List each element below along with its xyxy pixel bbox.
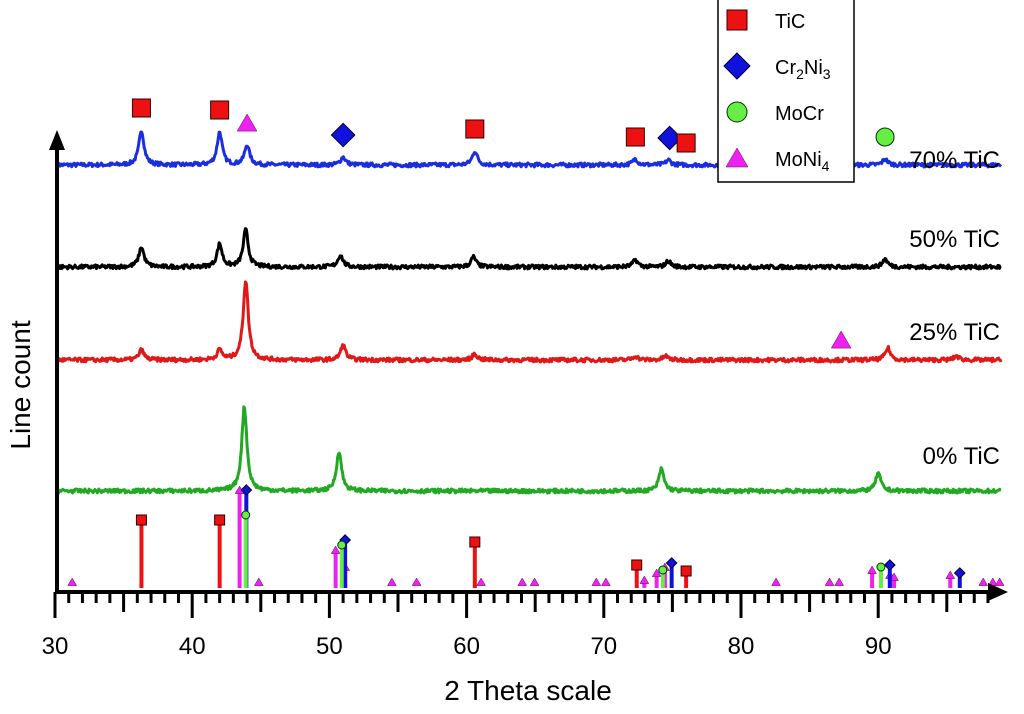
moni4-marker	[411, 577, 422, 586]
moni4-marker	[994, 577, 1005, 586]
pattern-70tic	[56, 130, 1003, 169]
moni4-marker	[824, 577, 835, 586]
x-tick-label: 60	[453, 633, 480, 660]
x-tick-label: 50	[316, 633, 343, 660]
mocr-marker	[337, 540, 347, 550]
tic-marker	[131, 98, 151, 118]
x-tick-label: 70	[590, 633, 617, 660]
moni4-marker	[978, 577, 989, 586]
series-label: 70% TiC	[909, 147, 1000, 174]
cr2ni3-marker	[723, 52, 751, 80]
moni4-marker	[830, 330, 852, 349]
tic-marker	[680, 565, 692, 577]
mocr-marker	[876, 562, 886, 572]
tic-marker	[465, 119, 485, 139]
cr2ni3-marker	[665, 557, 678, 569]
tic-marker	[676, 133, 696, 153]
moni4-marker	[889, 572, 899, 581]
legend-label: Cr2Ni3	[775, 57, 831, 82]
moni4-marker	[867, 565, 877, 574]
pattern-50tic	[57, 227, 1002, 271]
tic-marker	[135, 514, 147, 526]
moni4-marker	[330, 545, 341, 554]
y-axis-label: Line count	[5, 320, 36, 449]
moni4-marker	[834, 577, 844, 586]
moni4-marker	[725, 147, 749, 168]
cr2ni3-marker	[953, 567, 966, 579]
moni4-marker	[601, 577, 611, 586]
axes: 30 40 50 60 70 80 90	[42, 130, 1008, 660]
x-tick-label: 40	[179, 633, 206, 660]
tic-marker	[631, 559, 643, 571]
moni4-marker	[591, 577, 602, 586]
moni4-marker	[639, 575, 650, 584]
reference-lines	[67, 484, 1005, 588]
tic-marker	[625, 127, 645, 147]
legend-label: MoCr	[775, 103, 824, 125]
tic-marker	[469, 536, 481, 548]
x-tick-label: 90	[865, 633, 892, 660]
tic-marker	[210, 100, 230, 120]
legend-label: TiC	[775, 11, 805, 33]
moni4-marker	[651, 568, 662, 577]
series-label: 25% TiC	[909, 319, 1000, 346]
xrd-patterns: 70% TiC 50% TiC 25% TiC 0% TiC	[56, 98, 1003, 495]
cr2ni3-marker	[883, 559, 896, 571]
pattern-0tic	[56, 405, 1002, 495]
x-tick-label: 80	[728, 633, 755, 660]
moni4-marker	[387, 577, 397, 586]
x-axis-arrow	[988, 583, 1008, 601]
legend-label: MoNi4	[775, 149, 830, 174]
y-axis-arrow	[49, 130, 65, 150]
moni4-marker	[945, 570, 956, 579]
moni4-marker	[236, 113, 258, 132]
cr2ni3-marker	[240, 484, 253, 496]
moni4-marker	[67, 577, 78, 586]
moni4-marker	[529, 577, 540, 586]
pattern-25tic	[56, 280, 1003, 364]
mocr-marker	[658, 565, 668, 575]
tic-marker	[214, 514, 226, 526]
moni4-marker	[476, 577, 486, 586]
moni4-marker	[253, 577, 264, 586]
mocr-marker	[875, 127, 895, 147]
legend: TiC Cr2Ni3 MoCr MoNi4	[717, 0, 855, 183]
tic-marker	[726, 9, 748, 31]
series-label: 50% TiC	[909, 226, 1000, 253]
x-tick-label: 30	[42, 633, 69, 660]
moni4-marker	[517, 577, 528, 586]
series-label: 0% TiC	[923, 443, 1000, 470]
moni4-marker	[771, 577, 781, 586]
mocr-marker	[726, 101, 748, 123]
cr2ni3-marker	[330, 122, 356, 148]
x-axis-label: 2 Theta scale	[444, 675, 612, 706]
mocr-marker	[241, 510, 251, 520]
